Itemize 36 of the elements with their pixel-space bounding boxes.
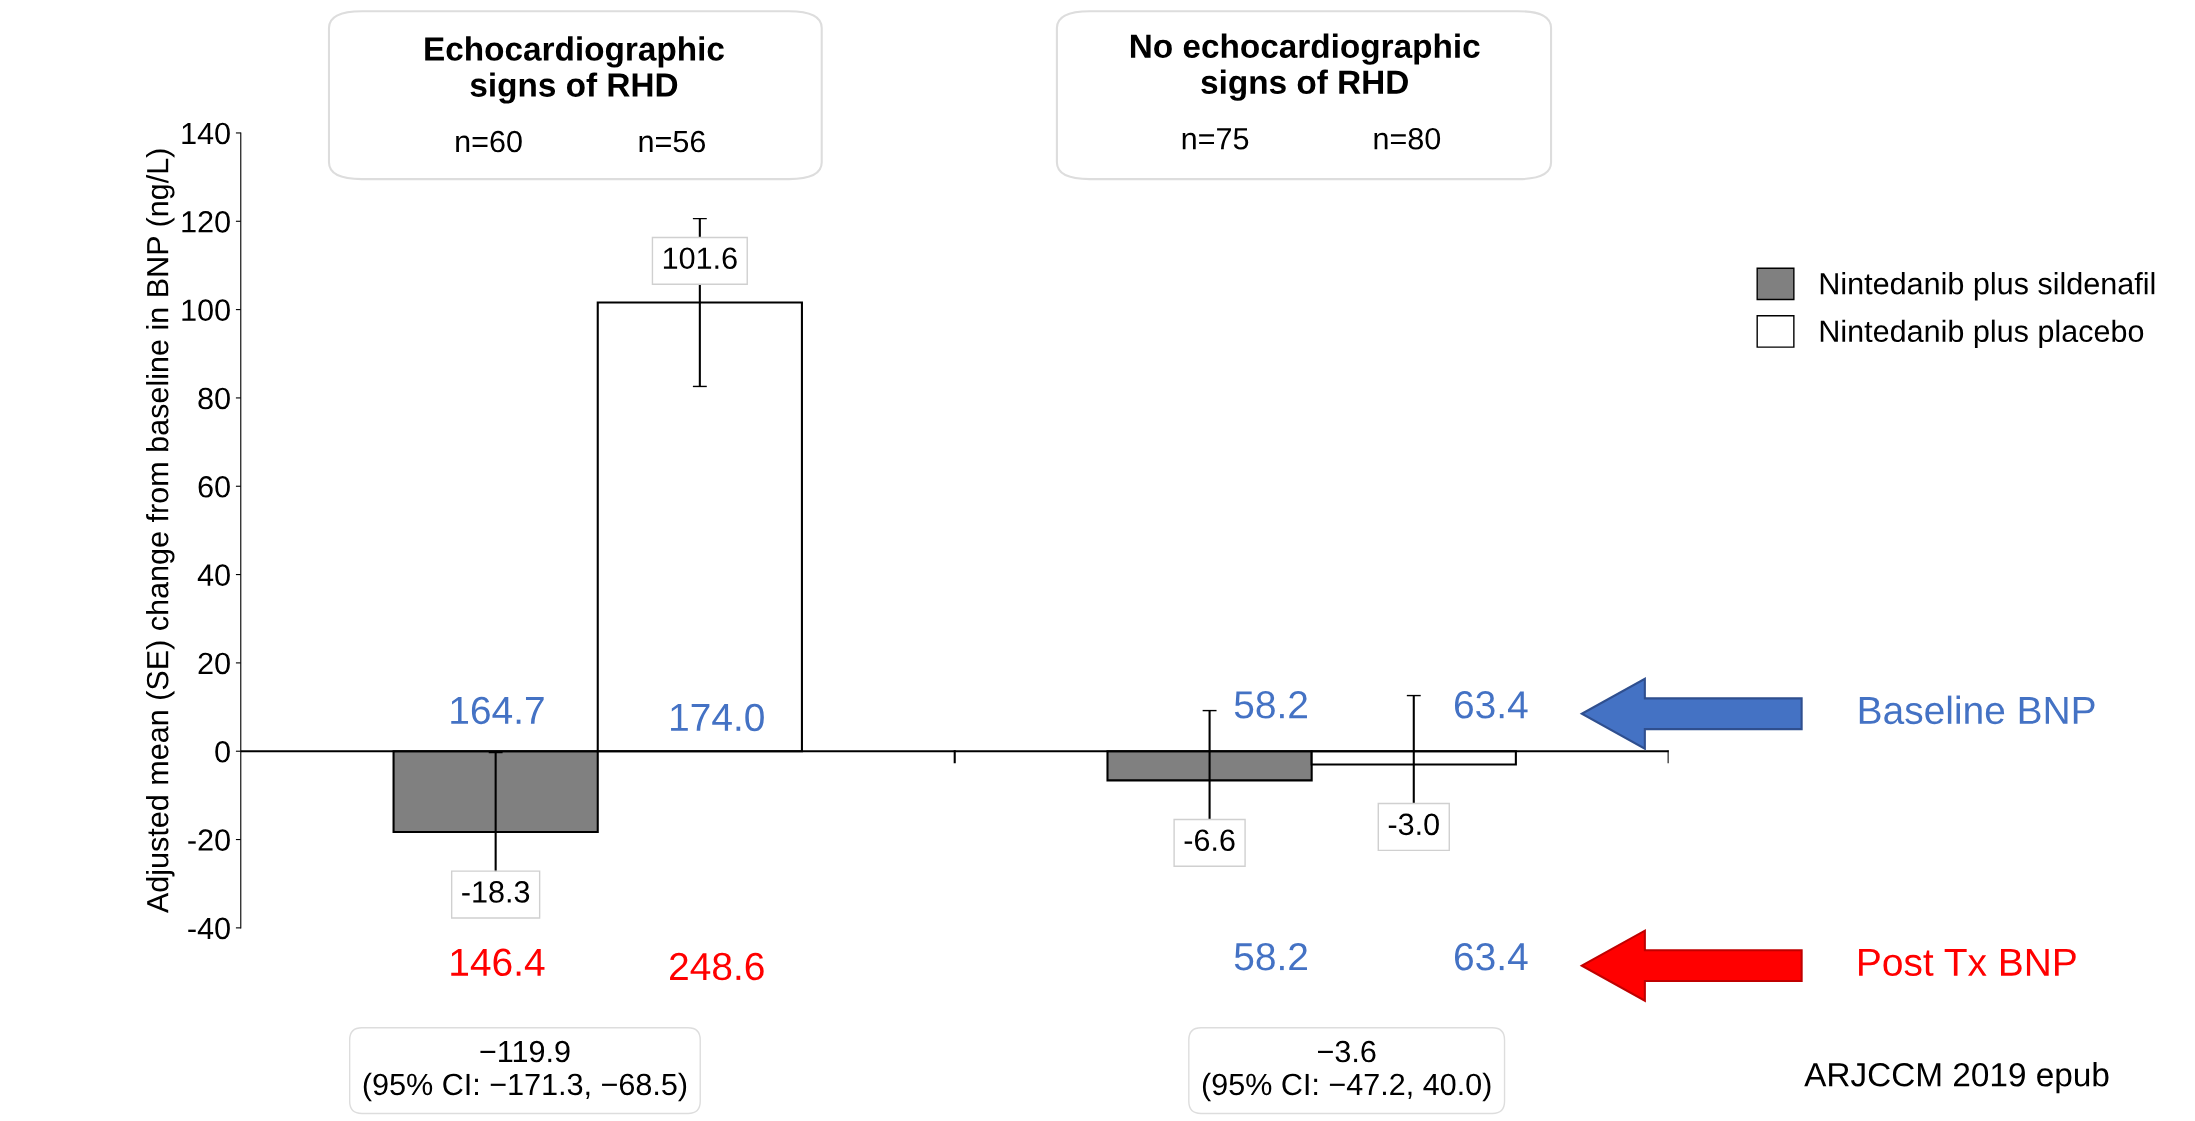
y-tick-label: -40 <box>188 917 230 940</box>
text: Baseline BNP <box>1859 695 2095 725</box>
text: 146.4 <box>451 948 545 977</box>
y-tick-label: -20 <box>188 829 230 851</box>
y-tick-label: 80 <box>198 387 230 410</box>
y-tick-label: 140 <box>182 122 230 145</box>
text: −3.6 (95% CI: −47.2, 40.0) <box>1202 1040 1491 1102</box>
y-tick-label: 120 <box>182 211 230 233</box>
y-tick-label: 20 <box>198 652 230 675</box>
data-label: 101.6 <box>663 247 737 270</box>
annotation: 63.4 <box>1455 691 1528 719</box>
annotation: n=60 <box>456 130 522 153</box>
annotation: 58.2 <box>1234 691 1307 719</box>
data-label: -18.3 <box>462 881 530 903</box>
data-label: -3.0 <box>1388 813 1439 836</box>
text: Post Tx BNP <box>1859 948 2076 977</box>
y-tick-label: 40 <box>197 564 230 586</box>
text: ARJCCM 2019 epub <box>1804 1062 2109 1094</box>
text: 58.2 <box>1234 942 1307 971</box>
y-tick-label: 60 <box>198 475 230 498</box>
annotation: n=56 <box>639 130 706 153</box>
y-axis-title: Adjusted mean (SE) change from baseline in BNP (ng/L) <box>146 149 175 914</box>
annotation: n=75 <box>1182 128 1249 150</box>
legend-label: Nintedanib plus placebo <box>1820 319 2144 349</box>
data-label: -6.6 <box>1184 829 1235 852</box>
y-tick-label: 100 <box>182 299 230 321</box>
annotation: n=80 <box>1374 127 1441 150</box>
legend-label: Nintedanib plus sildenafil <box>1820 272 2155 301</box>
y-tick-label: 0 <box>215 740 230 763</box>
text: 63.4 <box>1455 942 1528 971</box>
text: −119.9 (95% CI: −171.3, −68.5) <box>363 1040 687 1102</box>
annotation: 164.7 <box>451 696 544 725</box>
text: 248.6 <box>670 952 764 981</box>
annotation: 174.0 <box>671 703 764 732</box>
x-tick-label: Echocardiographic signs of RHD <box>425 36 724 104</box>
x-tick-label: No echocardiographic signs of RHD <box>1130 33 1480 101</box>
